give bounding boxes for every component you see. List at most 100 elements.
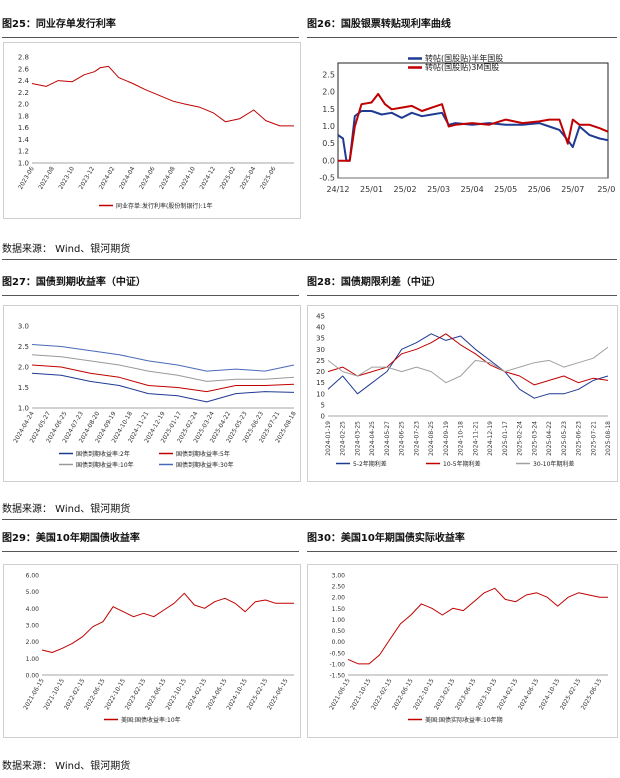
- x-tick-label: 2023-10-15: [475, 677, 499, 711]
- series-line-2: [327, 333, 609, 386]
- x-tick-label: 2025-01-17: [502, 421, 509, 456]
- y-tick-label: -0.50: [329, 650, 345, 657]
- y-tick-label: 1.50: [332, 606, 346, 613]
- y-tick-label: 2.00: [332, 595, 346, 602]
- series-line-3: [31, 354, 295, 382]
- title-rule: [2, 551, 299, 552]
- y-tick-label: 6.00: [26, 573, 40, 580]
- x-tick-label: 2025-02: [219, 165, 238, 190]
- legend-label: 国债到期收益率:30年: [176, 461, 234, 469]
- y-tick-label: 5: [321, 401, 325, 409]
- chart-title-28: 图28：国债期限利差（中证）: [307, 277, 441, 288]
- series-line-2: [338, 92, 609, 162]
- x-tick-label: 2024-12: [199, 165, 218, 190]
- legend-label: 30-10年期利差: [533, 460, 574, 468]
- x-tick-label: 25/06: [528, 185, 551, 194]
- source-note: 数据来源： Wind、银河期货: [2, 244, 131, 255]
- x-tick-label: 2022-06-15: [83, 677, 107, 711]
- x-tick-label: 2021-06-15: [22, 677, 46, 711]
- y-tick-label: 45: [316, 313, 325, 321]
- x-tick-label: 2025-02-15: [559, 677, 583, 711]
- y-tick-label: 1.2: [18, 148, 29, 156]
- plot-frame: [337, 62, 609, 179]
- y-tick-label: 2.8: [18, 54, 29, 62]
- chart-title-27: 图27：国债到期收益率（中证）: [2, 277, 146, 288]
- x-tick-label: 2024-10-18: [458, 421, 465, 456]
- chart-panel-29: 6.00 5.00 4.00 3.00 2.00 1.00 0.00 2021-06-15 20…: [3, 564, 301, 738]
- x-tick-label: 2025-06-23: [576, 421, 583, 456]
- chart-panel-28: 45 40 35 30 25 20 15 10 5 0 2024-01-19 2024-02-25 20…: [307, 305, 618, 482]
- y-tick-label: 1.0: [322, 122, 335, 131]
- x-tick-label: 2023-06-15: [144, 677, 168, 711]
- x-tick-label: 2022-06-15: [391, 677, 415, 711]
- chart-title-29: 图29：美国10年期国债收益率: [2, 533, 140, 544]
- legend-label: 美国:国债实际收益率:10年期: [425, 716, 503, 724]
- y-tick-label: 1.8: [18, 112, 29, 120]
- x-tick-label: 2024-08-25: [428, 421, 435, 456]
- legend-label: 转帖(国股贴)3M国股: [425, 62, 499, 72]
- x-tick-label: 2022-10-15: [104, 677, 128, 711]
- chart-30: 3.00 2.50 2.00 1.50 1.00 0.50 0.00 -0.50 -1.00 -1…: [328, 573, 608, 724]
- y-tick-label: -1.00: [329, 661, 345, 668]
- series-line-1: [327, 333, 609, 399]
- x-tick-label: 2024-10: [178, 165, 197, 190]
- series-line-1: [337, 110, 609, 162]
- x-tick-label: 2024-04-25: [369, 421, 376, 456]
- y-tick-label: -1.50: [329, 673, 345, 680]
- x-tick-label: 2023-12: [78, 165, 97, 190]
- x-tick-label: 25/07: [561, 185, 584, 194]
- y-tick-label: 3.0: [18, 323, 29, 331]
- source-note: 数据来源： Wind、银河期货: [2, 504, 131, 515]
- x-tick-label: 2023-10-15: [164, 677, 188, 711]
- x-tick-label: 2025-06-15: [580, 677, 604, 711]
- chart-panel-25: 2.8 2.6 2.4 2.2 2.0 1.8 1.6 1.4 1.2 1.0 2023-06 202…: [3, 42, 301, 219]
- x-tick-label: 2025-02-15: [246, 677, 270, 711]
- x-tick-label: 2024-11-21: [472, 421, 479, 456]
- y-tick-label: 4.00: [26, 606, 40, 613]
- series-line-1: [347, 587, 608, 665]
- chart-panel-27: 3.0 2.5 2.0 1.5 1.0 2024-04-24 2024-05-27 2024-…: [3, 305, 301, 482]
- legend-label: 10-5年期利差: [443, 460, 481, 468]
- legend-label: 5-2年期利差: [353, 460, 387, 468]
- chart-panel-26: 2.5 2.0 1.5 1.0 0.5 0.0 -0.5 24/12 25/01 25/02 25/…: [307, 42, 618, 219]
- x-tick-label: 2024-06-15: [517, 677, 541, 711]
- x-tick-label: 2025-08-18: [605, 421, 612, 456]
- x-tick-label: 2024-05-27: [384, 421, 391, 456]
- series-line-4: [31, 344, 295, 372]
- y-tick-label: 0.00: [332, 639, 346, 646]
- y-tick-label: 1.6: [18, 124, 30, 132]
- legend-label: 国债到期收益率:10年: [76, 461, 134, 469]
- x-tick-label: 25/04: [461, 185, 484, 194]
- x-tick-label: 2023-06: [17, 165, 36, 190]
- x-tick-label: 2023-02-15: [124, 677, 148, 711]
- series-line-1: [31, 65, 294, 127]
- y-tick-label: 1.00: [26, 656, 40, 663]
- y-tick-label: 2.5: [18, 343, 29, 351]
- x-tick-label: 2025-04: [239, 165, 258, 190]
- title-rule: [2, 295, 299, 296]
- x-tick-label: 2023-02-15: [433, 677, 457, 711]
- x-tick-label: 2024-04: [118, 165, 137, 190]
- y-tick-label: 0.5: [322, 139, 335, 148]
- x-tick-label: 25/05: [494, 185, 517, 194]
- x-tick-label: 2025-04-22: [546, 421, 553, 456]
- x-tick-label: 2024-02: [98, 165, 117, 190]
- title-rule: [307, 551, 617, 552]
- x-tick-label: 2021-06-15: [328, 677, 352, 711]
- y-tick-label: 0.50: [332, 628, 346, 635]
- x-tick-label: 2024-03-25: [354, 421, 361, 456]
- y-tick-label: 2.00: [26, 639, 40, 646]
- y-tick-label: 35: [316, 335, 325, 343]
- x-tick-label: 2022-02-15: [370, 677, 394, 711]
- y-tick-label: 3.00: [26, 623, 40, 630]
- x-tick-label: 2025-03-24: [531, 421, 538, 456]
- y-tick-label: 2.0: [18, 364, 29, 372]
- x-tick-label: 2024-10-15: [225, 677, 249, 711]
- x-tick-label: 25/01: [360, 185, 383, 194]
- legend-label: 国债到期收益率:2年: [76, 450, 130, 458]
- chart-panel-30: 3.00 2.50 2.00 1.50 1.00 0.50 0.00 -0.50 -1.00 -1…: [307, 564, 618, 738]
- y-tick-label: 5.00: [26, 589, 40, 596]
- y-tick-label: 1.00: [332, 617, 346, 624]
